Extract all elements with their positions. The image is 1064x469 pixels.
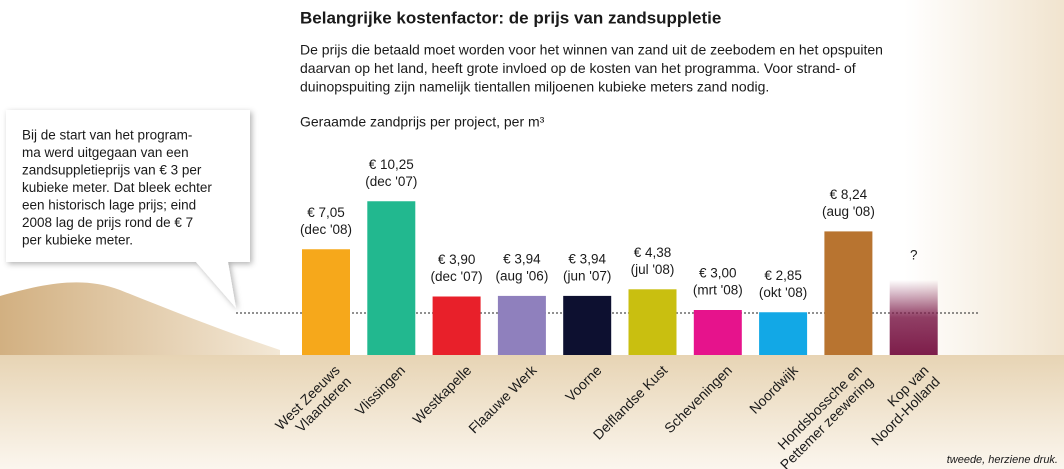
dune xyxy=(0,282,280,358)
description-line: daarvan op het land, heeft grote invloed… xyxy=(300,60,856,76)
callout-line: kubieke meter. Dat bleek echter xyxy=(22,180,212,195)
bar xyxy=(563,295,612,355)
period-label: (aug '06) xyxy=(495,268,548,283)
callout-line: 2008 lag de prijs rond de € 7 xyxy=(22,215,193,230)
period-label: (mrt '08) xyxy=(693,283,743,298)
subtitle: Geraamde zandprijs per project, per m³ xyxy=(300,114,545,130)
period-label: (dec '07) xyxy=(431,269,483,284)
callout-box xyxy=(6,110,250,308)
bar xyxy=(693,310,742,355)
bar xyxy=(432,296,481,355)
period-label: (aug '08) xyxy=(822,204,875,219)
period-label: (okt '08) xyxy=(759,285,807,300)
unknown-bar xyxy=(889,280,938,355)
bar xyxy=(759,312,808,355)
value-label: ? xyxy=(910,248,918,263)
callout-line: zandsuppletieprijs van € 3 per xyxy=(22,163,202,178)
description-line: duinopspuiting zijn namelijk tientallen … xyxy=(300,79,769,95)
value-label: € 3,00 xyxy=(699,266,737,281)
callout-line: Bij de start van het program- xyxy=(22,128,192,143)
description-line: De prijs die betaald moet worden voor he… xyxy=(300,42,883,58)
period-label: (jun '07) xyxy=(563,268,611,283)
title: Belangrijke kostenfactor: de prijs van z… xyxy=(300,8,721,27)
callout-line: per kubieke meter. xyxy=(22,233,133,248)
footer: tweede, herziene druk. xyxy=(947,454,1058,466)
value-label: € 3,90 xyxy=(438,252,476,267)
period-label: (dec '08) xyxy=(300,222,352,237)
value-label: € 8,24 xyxy=(830,187,868,202)
value-label: € 10,25 xyxy=(369,157,414,172)
value-label: € 3,94 xyxy=(503,251,541,266)
bar xyxy=(302,249,350,355)
value-label: € 4,38 xyxy=(634,245,672,260)
callout-line: een historisch lage prijs; eind xyxy=(22,198,196,213)
bar xyxy=(367,201,416,355)
value-label: € 2,85 xyxy=(764,268,802,283)
value-label: € 7,05 xyxy=(307,205,345,220)
ground xyxy=(0,355,1064,469)
value-label: € 3,94 xyxy=(568,251,606,266)
bar xyxy=(497,295,546,355)
bar xyxy=(628,289,677,355)
bar xyxy=(824,231,873,355)
period-label: (dec '07) xyxy=(365,174,417,189)
callout-line: ma werd uitgegaan van een xyxy=(22,145,189,160)
period-label: (jul '08) xyxy=(631,262,675,277)
